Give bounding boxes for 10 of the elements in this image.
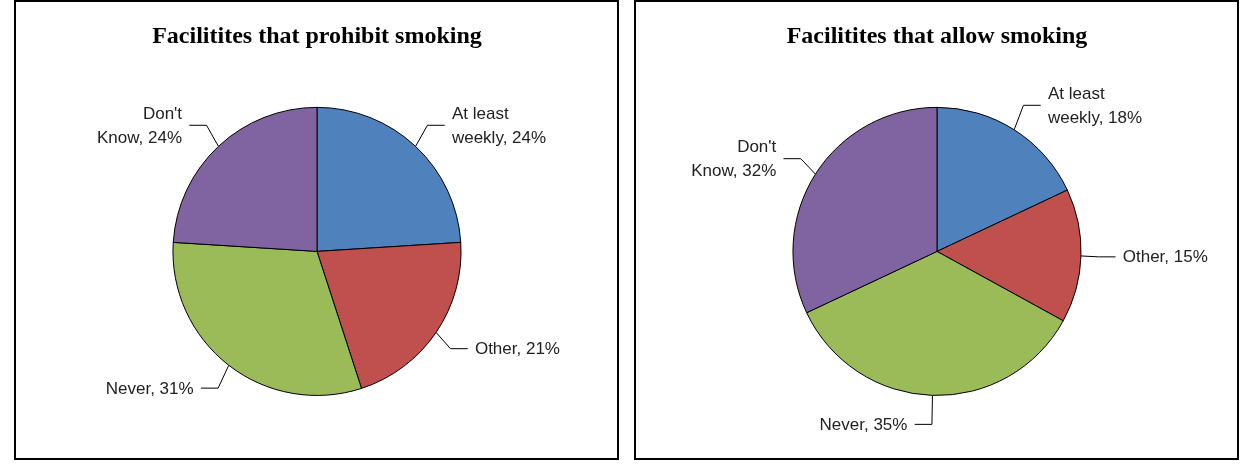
slice-label: Other, 15%	[1122, 247, 1208, 267]
slice-label: Never, 35%	[819, 414, 908, 434]
slice-label: Never, 31%	[105, 378, 194, 398]
chart-title: Facilitites that prohibit smoking	[152, 22, 482, 49]
slice-label: Other, 21%	[474, 339, 560, 359]
slice-label: At least weekly, 18%	[1046, 83, 1143, 127]
chart-title: Facilitites that allow smoking	[786, 22, 1088, 49]
slice-label: Don't Know, 24%	[97, 103, 183, 147]
slice-label: At least weekly, 24%	[450, 103, 547, 147]
slice-label: Don't Know, 32%	[691, 137, 777, 181]
